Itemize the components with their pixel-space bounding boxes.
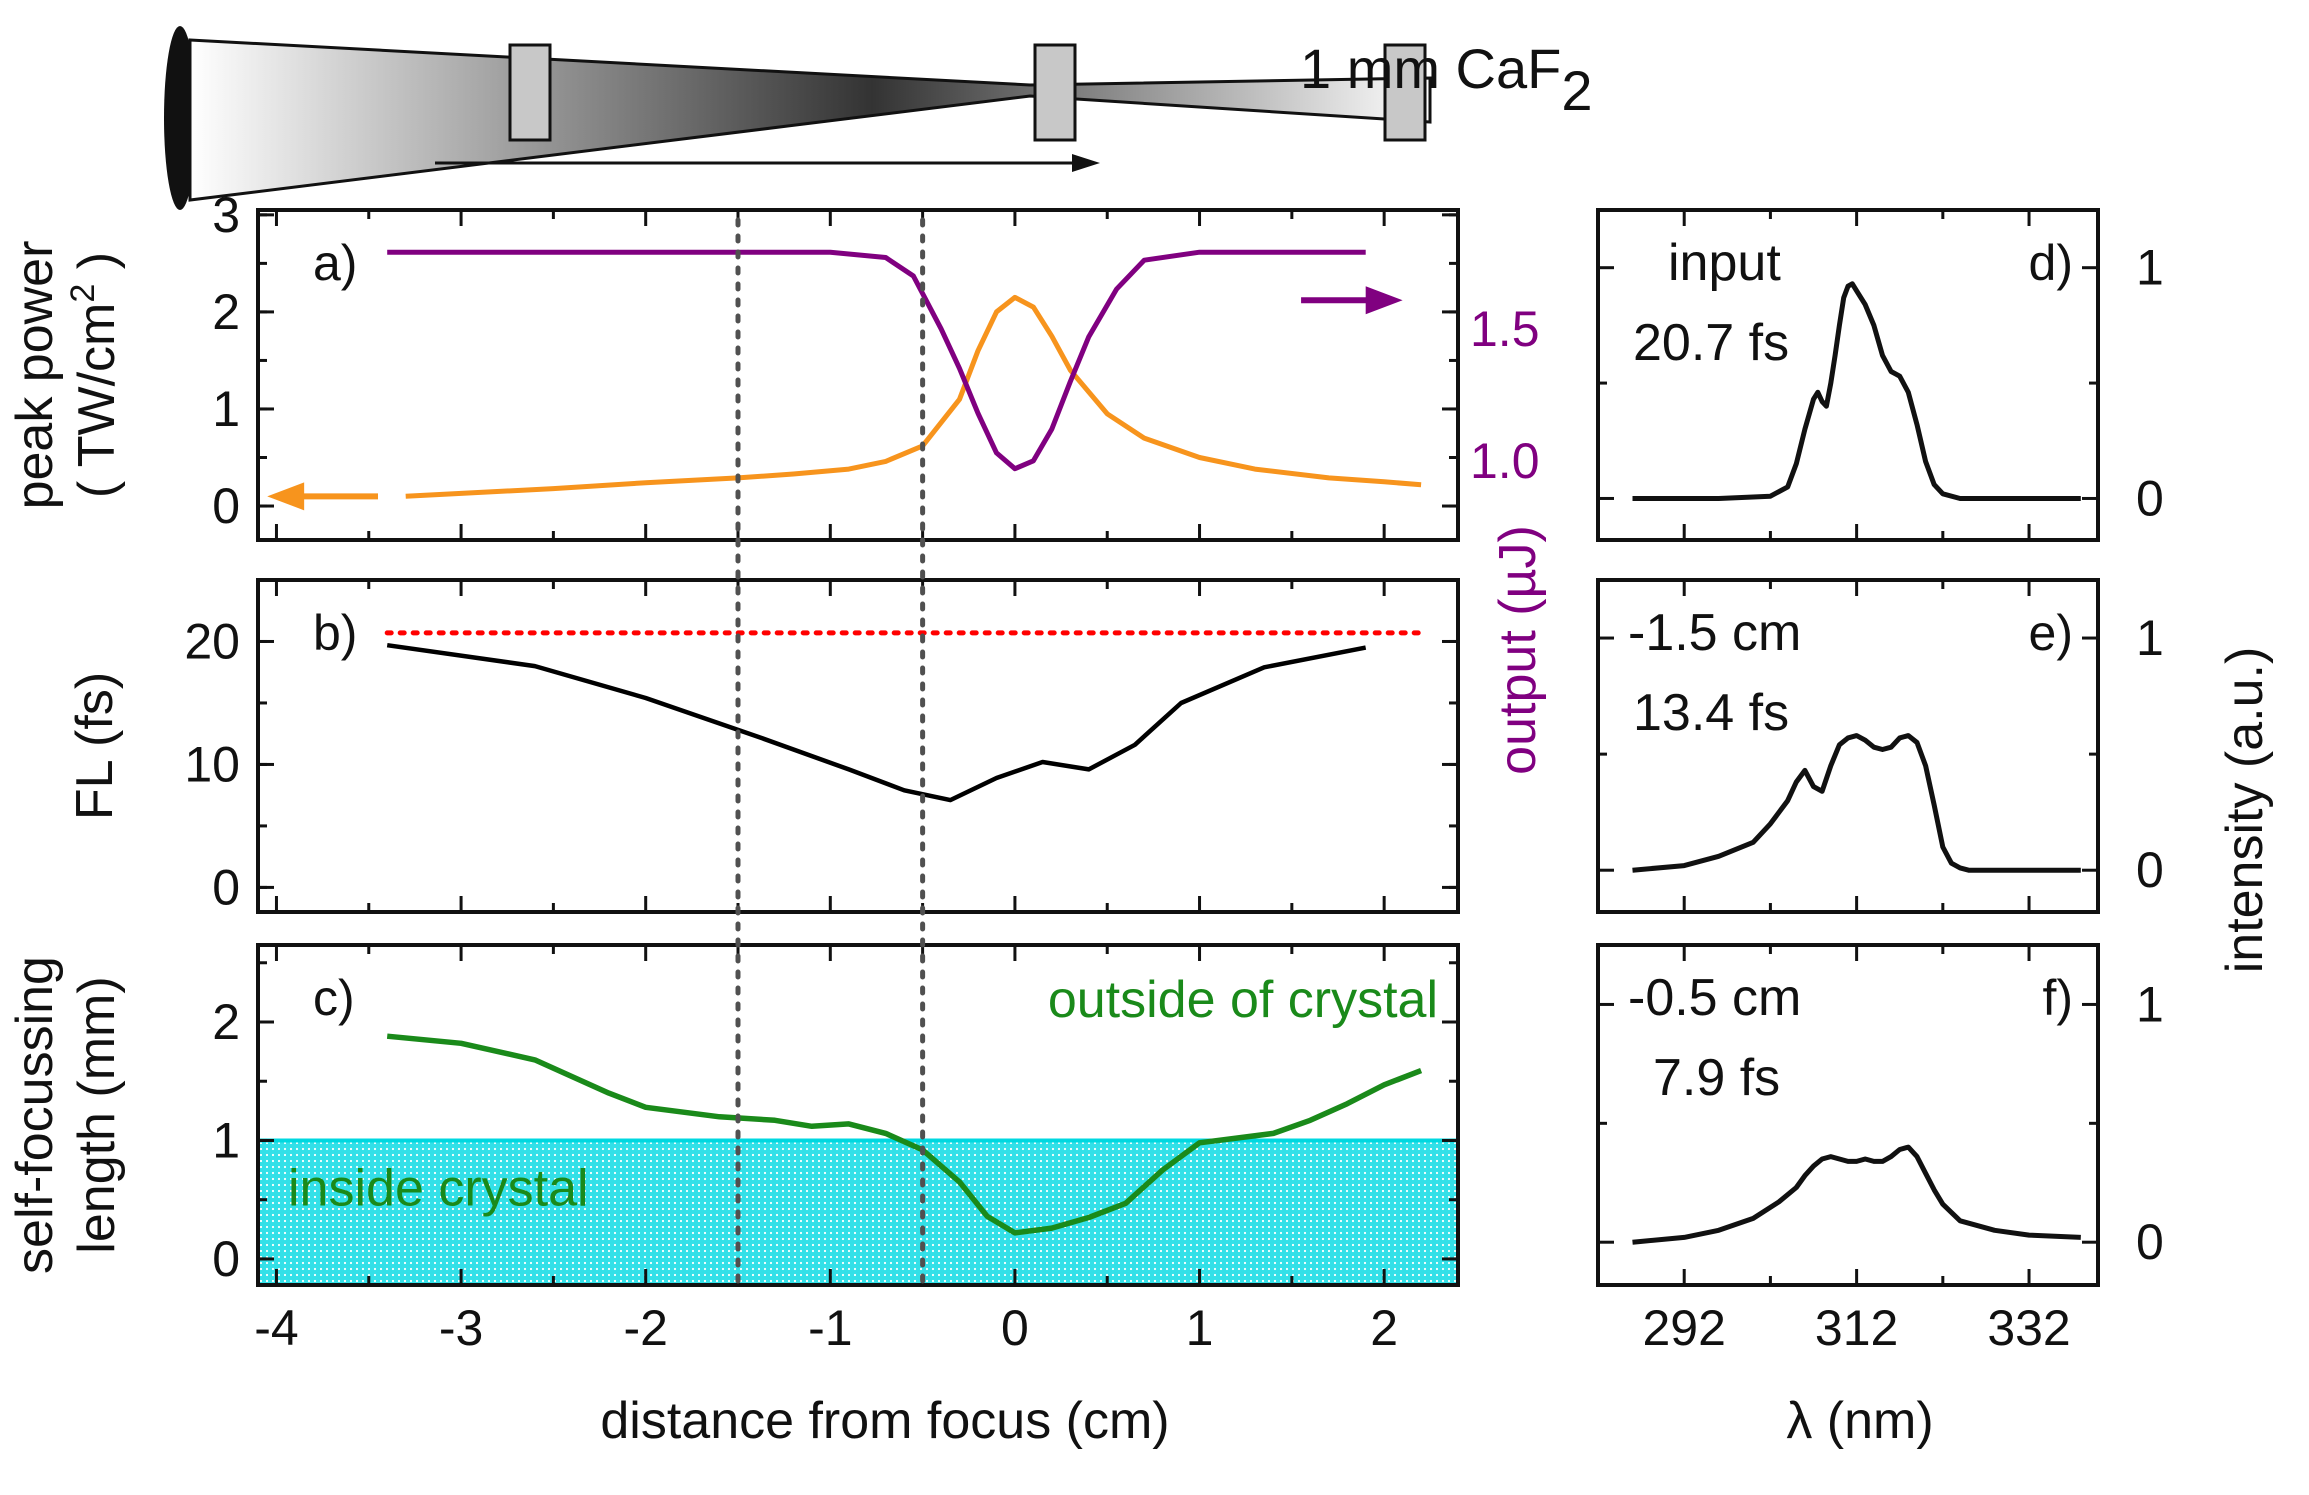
x-axis-label: distance from focus (cm) [600, 1392, 1169, 1450]
y-tick-label: 20 [184, 613, 240, 669]
x-tick-label: 292 [1642, 1300, 1725, 1356]
y-tick-label: 2 [212, 994, 240, 1050]
plot-frame [256, 943, 1460, 1287]
y-tick-label: 0 [2136, 842, 2164, 898]
spectrum-line [1632, 1144, 2081, 1245]
x-tick-label: 1 [1186, 1300, 1214, 1356]
y-axis-unit: ( TW/cm [68, 303, 126, 498]
plot-frame [1596, 578, 2100, 914]
x-tick-label: 312 [1815, 1300, 1898, 1356]
spectrum-position-label: -1.5 cm [1628, 604, 1801, 662]
x-tick-label: 0 [1001, 1300, 1029, 1356]
y2-tick-label: 1.5 [1470, 301, 1540, 357]
self-focussing-line [386, 1033, 1423, 1236]
x-tick-label: -3 [439, 1300, 483, 1356]
laser-beam [188, 38, 1432, 202]
crystal-plate-1 [508, 43, 552, 142]
y-tick-label: 1 [212, 1112, 240, 1168]
output-axis-label: output (µJ) [1489, 525, 1547, 775]
y-tick-label: 10 [184, 736, 240, 792]
plot-frame [1596, 208, 2100, 542]
panel-e-spectrum-minus-1-5cm: 0 1 e) -1.5 cm 13.4 fs [1596, 578, 2164, 914]
y-axis-label-line2: ( TW/cm2 ) [64, 252, 126, 498]
y-tick-label: 3 [212, 187, 240, 243]
spectrum-line [1632, 733, 2081, 873]
plot-frame [256, 208, 1460, 542]
x-tick-label: -4 [254, 1300, 298, 1356]
panel-label: d) [2029, 235, 2073, 291]
panel-label: a) [313, 235, 357, 291]
x-tick-label: -1 [808, 1300, 852, 1356]
y-tick-label: 0 [212, 478, 240, 534]
y-axis-label: FL (fs) [66, 672, 124, 820]
spectrum-fl-label: 20.7 fs [1633, 314, 1789, 372]
y-axis-label-line1: self-focussing [6, 956, 64, 1274]
spectrum-fl-label: 13.4 fs [1633, 684, 1789, 742]
outside-crystal-label: outside of crystal [1048, 971, 1438, 1029]
spectrum-fl-label: 7.9 fs [1653, 1049, 1780, 1107]
spectrum-line [1632, 281, 2081, 501]
peak-power-axis-arrow-head [267, 482, 305, 511]
panel-label: c) [313, 970, 355, 1026]
panel-label: b) [313, 605, 357, 661]
y-tick-label: 2 [212, 284, 240, 340]
crystal-plate-2 [1033, 43, 1077, 142]
output-axis-arrow-head [1365, 286, 1403, 315]
spectrum-position-label: -0.5 cm [1628, 969, 1801, 1027]
y-tick-label: 1 [2136, 610, 2164, 666]
panel-d-spectrum-input: 0 1 d) input 20.7 fs [1596, 208, 2164, 542]
plot-frame [256, 578, 1460, 914]
y2-tick-label: 1.0 [1470, 433, 1540, 489]
y-tick-label: 0 [2136, 470, 2164, 526]
inside-crystal-label: inside crystal [288, 1160, 589, 1218]
y-axis-unit-superscript: 2 [64, 284, 102, 303]
panel-label: f) [2042, 970, 2073, 1026]
crystal-plate-3 [1383, 43, 1427, 142]
y-tick-label: 0 [2136, 1214, 2164, 1270]
y-tick-label: 1 [2136, 240, 2164, 296]
focusing-mirror [164, 26, 196, 210]
plot-frame [1596, 943, 2100, 1287]
spectra-x-axis-label: λ (nm) [1786, 1392, 1933, 1450]
y-axis-unit-end: ) [68, 252, 126, 284]
output-energy-line [387, 249, 1366, 472]
translation-arrow-head [1072, 154, 1100, 172]
right-axis-label: intensity (a.u.) [2216, 647, 2274, 974]
panel-label: e) [2029, 605, 2073, 661]
panel-f-spectrum-minus-0-5cm: 292 312 332 0 1 f) -0.5 cm 7.9 fs [1596, 943, 2164, 1356]
y-axis-label-line2: length (mm) [68, 976, 126, 1253]
fourier-limit-line [386, 642, 1367, 803]
panel-b-fourier-limit: 0 10 20 b) FL (fs) [66, 578, 1460, 915]
peak-power-line [405, 294, 1422, 499]
y-tick-label: 1 [2136, 976, 2164, 1032]
crystal-position-markers [735, 217, 926, 1288]
x-tick-label: -2 [623, 1300, 667, 1356]
crystal-label: 1 mm CaF2 [1300, 37, 1593, 122]
y-axis-label-line1: peak power [6, 241, 64, 510]
crystal-label-subscript: 2 [1561, 59, 1592, 122]
x-tick-label: 332 [1987, 1300, 2070, 1356]
inside-crystal-region [258, 1140, 1458, 1285]
panel-c-self-focussing: -4 -3 -2 -1 0 1 2 0 1 2 c) outside of crystal inside… [6, 943, 1460, 1356]
y-tick-label: 0 [212, 1231, 240, 1287]
spectrum-position-label: input [1668, 234, 1781, 292]
x-tick-label: 2 [1370, 1300, 1398, 1356]
setup-schematic: 1 mm CaF2 [164, 26, 1593, 210]
y-tick-label: 1 [212, 381, 240, 437]
y-tick-label: 0 [212, 859, 240, 915]
